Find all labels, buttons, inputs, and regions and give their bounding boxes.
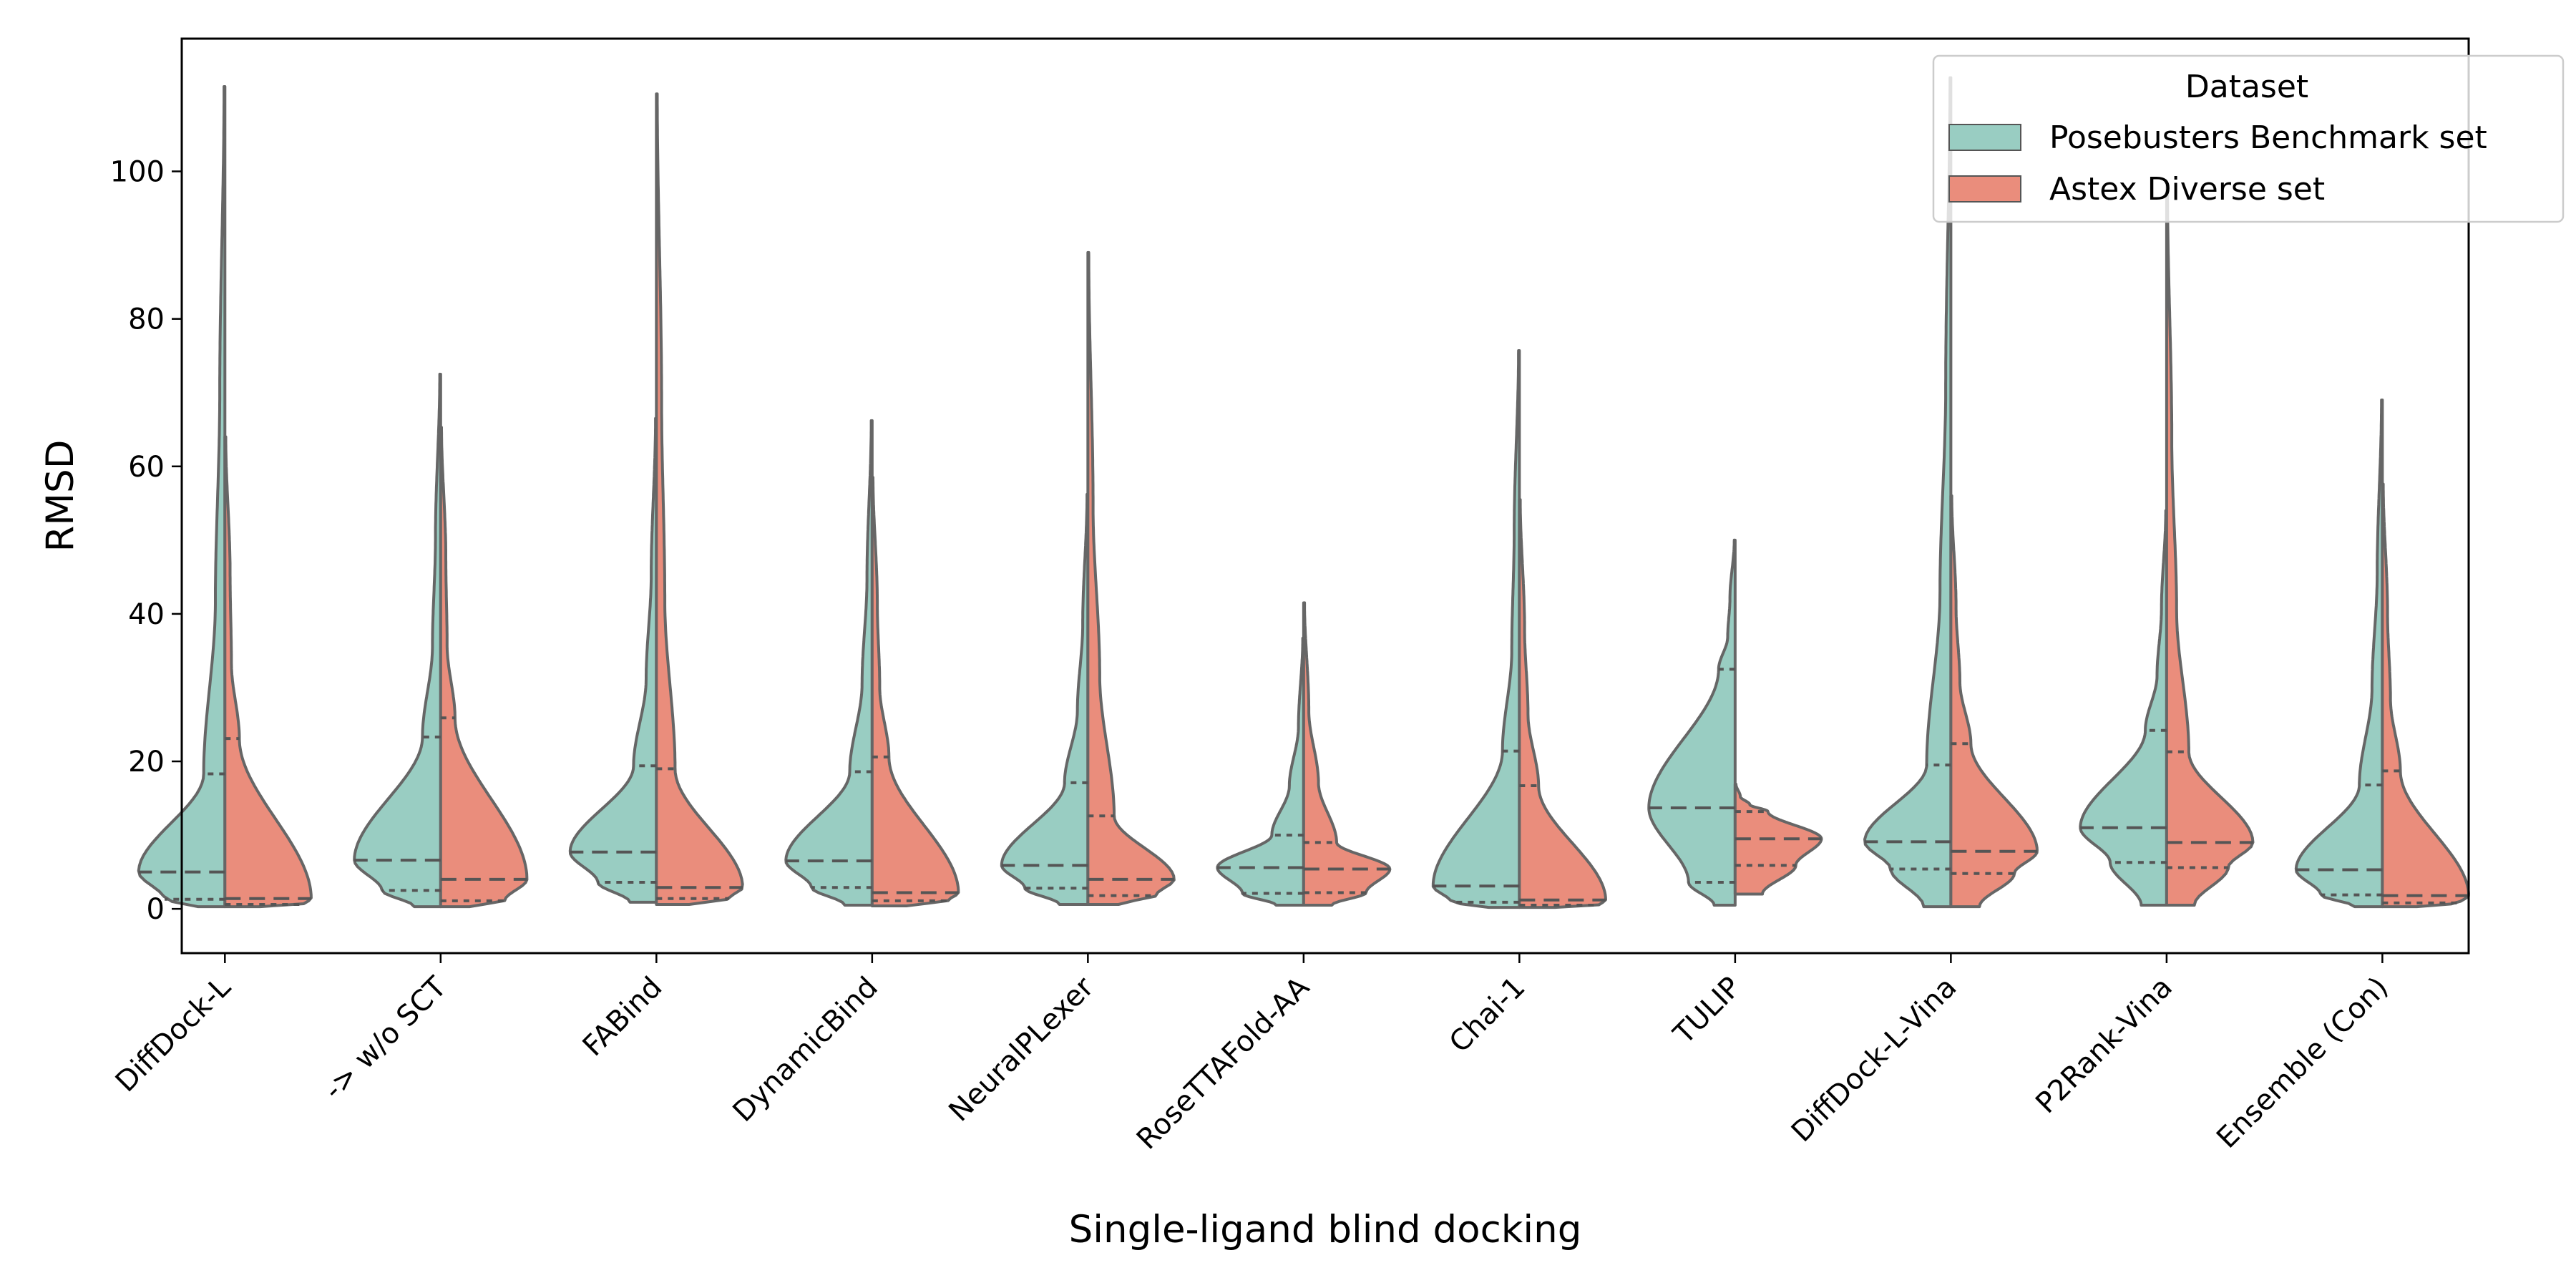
- quartile-lines-layer: [138, 668, 2469, 907]
- y-tick-label: 100: [110, 156, 165, 189]
- violin-fabind-posebusters: [568, 416, 658, 904]
- violin-neuralplexer-astex: [1086, 250, 1176, 906]
- violin-ensemble-con-posebusters: [2294, 399, 2384, 909]
- violin-chai-1-astex: [1518, 498, 1607, 909]
- y-tick-label: 0: [147, 893, 165, 926]
- legend: Dataset Posebusters Benchmark set Astex …: [1932, 54, 2565, 223]
- y-tick-label: 40: [128, 598, 165, 631]
- violin-chai-1-posebusters: [1431, 348, 1521, 909]
- violin-ensemble-con-astex: [2381, 482, 2470, 909]
- violin-diffdock-l-posebusters: [137, 84, 227, 909]
- y-tick-label: 80: [128, 303, 165, 336]
- violin-w-o-sct-posebusters: [353, 372, 442, 909]
- legend-swatch-astex: [1948, 175, 2021, 203]
- violin-tulip-posebusters: [1647, 538, 1737, 907]
- violin-rosettafold-aa-posebusters: [1216, 636, 1305, 907]
- violin-p2rank-vina-posebusters: [2079, 509, 2168, 907]
- legend-label-posebusters: Posebusters Benchmark set: [2049, 119, 2487, 156]
- violin-dynamicbind-posebusters: [784, 419, 874, 907]
- y-axis: 0 20 40 60 80 100: [110, 156, 182, 926]
- y-tick-label: 20: [128, 746, 165, 779]
- violins-layer: [137, 76, 2470, 909]
- legend-frame: [1932, 54, 2565, 223]
- legend-swatch-posebusters: [1948, 124, 2021, 151]
- violin-diffdock-l-vina-astex: [1949, 494, 2039, 909]
- violin-fabind-astex: [655, 92, 744, 906]
- legend-label-astex: Astex Diverse set: [2049, 171, 2325, 208]
- violin-dynamicbind-astex: [870, 476, 960, 908]
- y-axis-title: RMSD: [39, 439, 82, 552]
- legend-title: Dataset: [2185, 69, 2308, 105]
- violin-w-o-sct-astex: [439, 426, 529, 909]
- y-tick-label: 60: [128, 451, 165, 484]
- violin-neuralplexer-posebusters: [1000, 492, 1090, 906]
- violin-diffdock-l-astex: [223, 435, 313, 909]
- violin-p2rank-vina-astex: [2165, 185, 2255, 907]
- x-axis-title: Single-ligand blind docking: [1069, 1208, 1582, 1252]
- plot-frame: [180, 37, 2470, 955]
- violin-rosettafold-aa-astex: [1302, 601, 1392, 907]
